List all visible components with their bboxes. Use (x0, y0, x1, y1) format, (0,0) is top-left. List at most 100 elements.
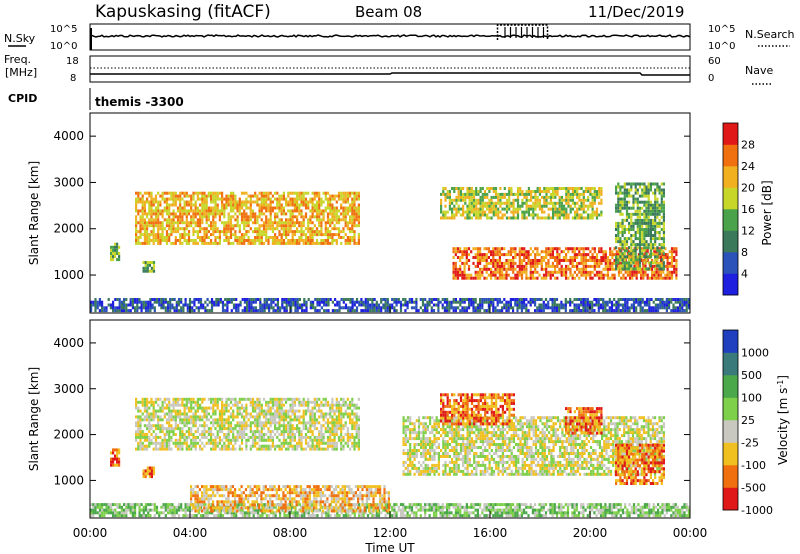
power-echo-cell (196, 241, 199, 245)
power-echo-cell (635, 276, 638, 280)
power-echo-cell (630, 298, 633, 301)
power-echo-cell (654, 261, 657, 265)
velocity-echo-cell (197, 503, 200, 507)
power-echo-cell (475, 207, 478, 211)
power-echo-cell (498, 276, 501, 280)
power-echo-cell (529, 253, 532, 257)
power-echo-cell (135, 200, 138, 204)
power-echo-cell (496, 303, 499, 307)
power-echo-cell (210, 191, 213, 195)
power-echo-cell (656, 224, 659, 228)
power-echo-cell (670, 247, 674, 251)
power-echo-cell (285, 236, 288, 239)
power-echo-cell (459, 213, 462, 217)
power-echo-cell (512, 213, 515, 217)
power-echo-cell (421, 309, 425, 313)
velocity-echo-cell (419, 505, 422, 509)
power-echo-cell (485, 264, 488, 268)
power-echo-cell (148, 239, 151, 242)
power-echo-cell (512, 264, 515, 268)
power-echo-cell (141, 206, 144, 210)
power-echo-cell (229, 236, 233, 239)
nsky-tick-top: 10^5 (50, 24, 77, 35)
power-echo-cell (580, 247, 583, 251)
power-echo-cell (274, 227, 277, 231)
power-echo-cell (654, 231, 657, 234)
power-echo-cell (129, 298, 132, 301)
power-echo-cell (148, 224, 151, 228)
power-echo-cell (510, 210, 513, 214)
power-echo-cell (628, 206, 631, 210)
power-echo-cell (558, 259, 561, 262)
power-echo-cell (470, 207, 473, 211)
power-echo-cell (234, 212, 237, 216)
power-echo-cell (516, 270, 519, 274)
power-echo-cell (496, 300, 499, 304)
velocity-echo-cell (151, 503, 154, 507)
velocity-echo-cell (101, 514, 104, 518)
power-echo-cell (170, 197, 173, 201)
power-echo-cell (152, 241, 155, 245)
power-echo-cell (318, 309, 321, 313)
power-echo-cell (331, 197, 334, 201)
power-echo-cell (313, 194, 316, 198)
power-echo-cell (176, 209, 180, 213)
power-echo-cell (619, 303, 622, 307)
power-echo-cell (621, 221, 624, 225)
power-echo-cell (353, 194, 356, 198)
power-echo-cell (205, 206, 208, 210)
power-echo-cell (143, 200, 146, 204)
power-echo-cell (225, 206, 228, 210)
power-echo-cell (245, 224, 248, 228)
power-echo-cell (606, 261, 610, 265)
power-echo-cell (591, 187, 594, 190)
velocity-echo-cell (270, 511, 273, 515)
power-echo-cell (540, 264, 543, 268)
power-echo-cell (331, 215, 334, 219)
power-echo-cell (591, 195, 594, 199)
power-echo-cell (199, 239, 202, 242)
power-echo-cell (210, 206, 213, 210)
power-echo-cell (357, 224, 360, 228)
power-echo-cell (481, 256, 484, 259)
power-echo-cell (617, 197, 620, 201)
power-echo-cell (553, 300, 556, 304)
power-echo-cell (529, 273, 532, 277)
power-echo-cell (625, 261, 629, 265)
power-echo-cell (298, 306, 301, 310)
power-echo-cell (490, 259, 493, 262)
power-echo-cell (318, 218, 321, 222)
velocity-echo-cell (290, 511, 293, 515)
power-echo-cell (305, 309, 308, 313)
power-echo-cell (190, 215, 193, 219)
power-echo-cell (304, 197, 308, 201)
velocity-echo-cell (485, 503, 488, 507)
power-echo-cell (197, 309, 200, 313)
power-echo-cell (520, 300, 523, 304)
power-echo-cell (148, 203, 151, 207)
power-echo-cell (162, 298, 165, 301)
power-echo-cell (150, 212, 153, 216)
power-echo-cell (251, 241, 255, 245)
power-echo-cell (630, 306, 633, 310)
power-echo-cell (135, 241, 138, 245)
power-echo-cell (587, 187, 590, 190)
velocity-echo-cell (155, 511, 159, 515)
power-echo-cell (527, 213, 530, 217)
power-echo-cell (260, 224, 263, 228)
power-echo-cell (168, 215, 171, 219)
power-echo-cell (159, 209, 162, 213)
power-echo-cell (318, 303, 321, 307)
power-echo-cell (658, 185, 661, 189)
power-echo-cell (498, 270, 501, 274)
velocity-echo-cell (507, 514, 510, 518)
velocity-echo-cell (243, 514, 246, 518)
velocity-echo-cell (415, 505, 418, 509)
power-echo-cell (174, 239, 177, 242)
power-echo-cell (258, 206, 261, 210)
power-echo-cell (641, 191, 644, 195)
power-echo-cell (470, 300, 473, 304)
power-echo-cell (258, 230, 261, 234)
power-echo-cell (481, 207, 484, 211)
velocity-echo-cell (105, 505, 108, 509)
